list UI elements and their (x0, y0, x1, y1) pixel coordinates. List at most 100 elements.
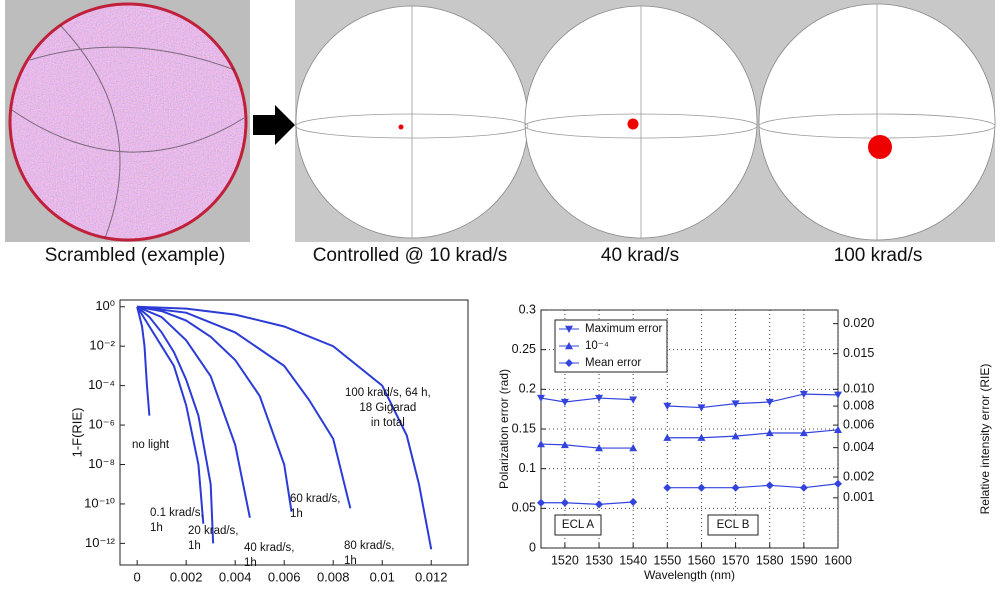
annotation: ECL A (562, 519, 595, 531)
y2-tick-label: 0.020 (843, 316, 874, 330)
state-spot (398, 124, 404, 130)
marker (697, 483, 706, 492)
curve-label: 40 krad/s, 1h (244, 542, 295, 569)
image-label: Scrambled (example) (45, 245, 226, 266)
curve-label: 100 krad/s, 64 h, 18 Gigarad in total (345, 387, 431, 429)
sphere-arcs (11, 24, 245, 239)
marker (731, 432, 740, 440)
y-tick-label: 0.2 (519, 382, 536, 396)
series-line (541, 483, 839, 505)
x-tick-label: 0.002 (170, 569, 203, 584)
legend-label: Maximum error (585, 323, 662, 335)
marker (663, 433, 672, 441)
marker (834, 425, 842, 433)
plot-area (119, 299, 469, 566)
marker (629, 497, 638, 506)
marker (799, 428, 808, 437)
series-line (137, 305, 433, 550)
series-line (136, 305, 215, 544)
y-tick-label: 10⁻⁴ (88, 377, 115, 392)
sphere-axes (295, 4, 996, 240)
marker (560, 498, 569, 507)
x-tick-label: 0.01 (370, 569, 395, 584)
y-tick-label: 0 (529, 540, 536, 554)
y-axis-label: 1-F(RIE) (69, 408, 84, 458)
y2-tick-label: 0.002 (843, 469, 874, 483)
series-line (137, 305, 352, 509)
y2-tick-label: 0.008 (843, 398, 874, 412)
marker (799, 483, 808, 492)
sphere-group (295, 3, 996, 241)
series-line (136, 305, 251, 518)
y-tick-label: 0.15 (512, 421, 536, 435)
curve-label: no light (132, 439, 170, 451)
x-tick-label: 0 (134, 569, 141, 584)
y-tick-label: 0.05 (512, 501, 536, 515)
marker (663, 483, 672, 492)
curve-label: 20 krad/s, 1h (188, 525, 239, 552)
marker (765, 481, 774, 490)
y2-tick-label: 0.004 (843, 440, 874, 454)
sphere-noise (10, 4, 246, 240)
marker (731, 483, 740, 492)
arrow (253, 105, 295, 145)
legend-marker (565, 359, 573, 367)
annotation: ECL B (717, 519, 750, 531)
x-axis-label: Wavelength (nm) (644, 568, 735, 582)
marker (697, 404, 706, 412)
marker (537, 394, 545, 403)
x-tick-label: 0.004 (219, 569, 252, 584)
series-line (136, 306, 205, 524)
marker (595, 500, 604, 509)
y-tick-label: 0.3 (519, 302, 536, 316)
marker (629, 444, 638, 452)
marker (765, 398, 774, 407)
image-labels: Scrambled (example) Controlled @ 10 krad… (45, 245, 923, 266)
sphere-rim (8, 2, 248, 242)
x-tick-label: 1590 (790, 553, 818, 567)
x-tick-label: 1580 (756, 553, 784, 567)
curve-label: 60 krad/s, 1h (290, 493, 341, 520)
marker (731, 400, 740, 408)
marker (595, 394, 604, 403)
series-line (540, 429, 839, 449)
marker (834, 391, 842, 399)
state-spot (868, 135, 892, 159)
curve-label: 80 krad/s, 1h (344, 540, 395, 567)
x-tick-label: 1520 (551, 553, 579, 567)
y-tick-label: 10⁻⁶ (88, 416, 115, 431)
x-tick-label: 0.008 (317, 569, 350, 584)
y-tick-label: 0.1 (519, 461, 536, 475)
image-label: 100 krad/s (834, 245, 923, 266)
y-tick-label: 0.25 (512, 342, 536, 356)
curve-label: 0.1 krad/s, 1h (150, 507, 204, 534)
annotation-box (707, 514, 759, 536)
y-axis-label: Polarization error (rad) (497, 369, 511, 489)
x-tick-label: 1600 (824, 553, 852, 567)
marker (560, 398, 569, 407)
y2-tick-label: 0.001 (843, 490, 874, 504)
x-tick-label: 1530 (585, 553, 613, 567)
y2-tick-label: 0.006 (843, 417, 874, 431)
x-tick-label: 1570 (722, 553, 750, 567)
annotation-box (554, 514, 602, 536)
state-spot (627, 118, 639, 130)
x-tick-label: 0.012 (415, 569, 448, 584)
x-tick-label: 1550 (653, 553, 681, 567)
marker (765, 428, 774, 437)
x-tick-label: 0.006 (268, 569, 301, 584)
y-tick-label: 10⁻⁸ (88, 456, 115, 471)
y-tick-label: 10⁻¹⁰ (84, 495, 115, 510)
legend-label: Mean error (585, 357, 641, 369)
image-label: 40 krad/s (601, 245, 679, 266)
y2-tick-label: 0.010 (843, 382, 874, 396)
y-tick-label: 10⁻¹² (85, 535, 116, 550)
marker (697, 433, 706, 441)
marker (834, 479, 842, 488)
y-tick-label: 10⁰ (95, 298, 115, 313)
legend-marker (565, 342, 573, 350)
legend-marker (565, 325, 573, 333)
x-tick-label: 1560 (688, 553, 716, 567)
marker (537, 440, 545, 448)
